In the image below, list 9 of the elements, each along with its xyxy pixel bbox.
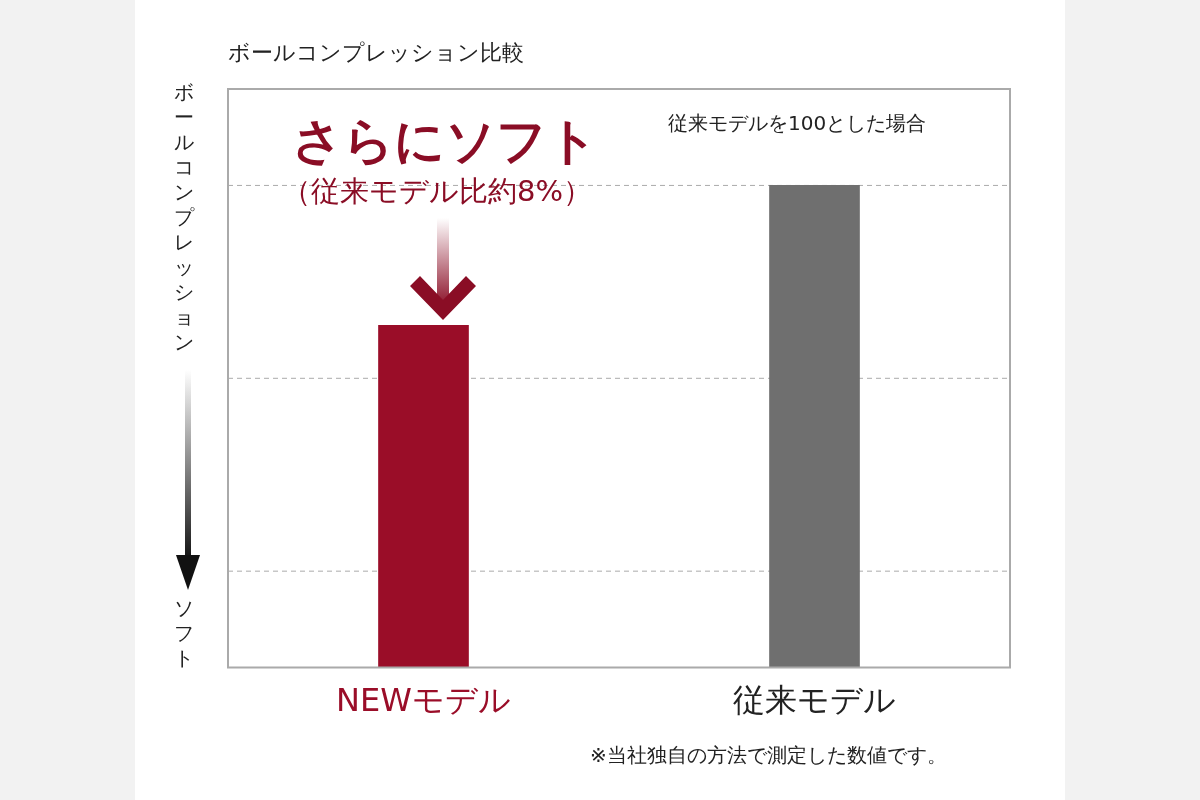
x-tick-label: NEWモデル [336,681,511,720]
chart-title: ボールコンプレッション比較 [228,39,524,67]
text: さらにソフト [292,111,598,172]
text: ※当社独自の方法で測定した数値です。 [590,742,947,769]
annotation: （従来モデル比約8%） [282,173,593,210]
x-tick-label: 従来モデル [733,681,896,720]
text: ソフト [173,596,195,671]
text: 従来モデルを100とした場合 [668,110,927,137]
text: ボールコンプレッション [174,80,194,354]
